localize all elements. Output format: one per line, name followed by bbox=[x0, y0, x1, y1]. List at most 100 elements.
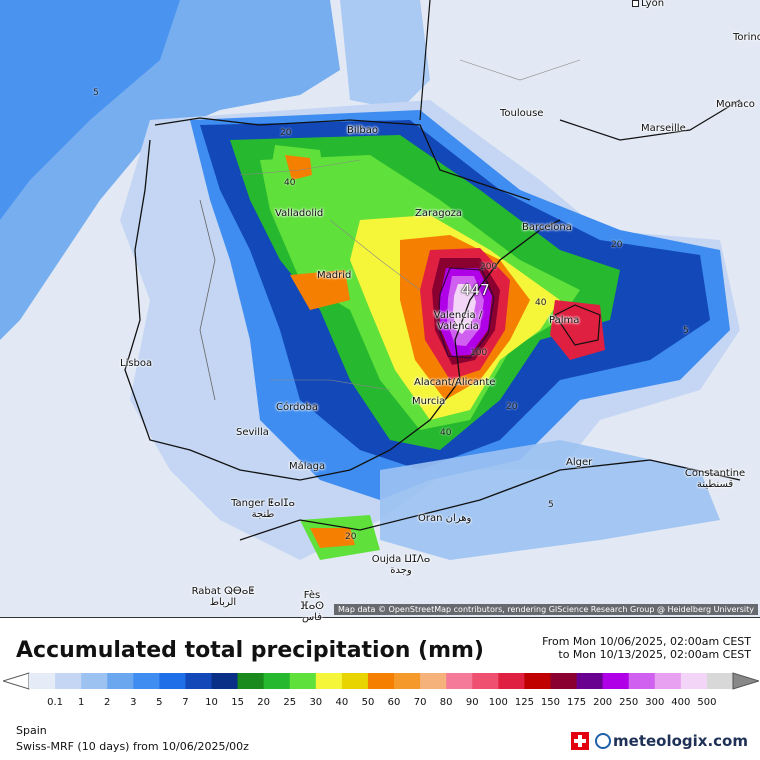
legend-swatch bbox=[315, 673, 343, 689]
city-madrid: Madrid bbox=[317, 270, 352, 281]
city-lisboa: Lisboa bbox=[120, 358, 153, 369]
legend-swatch bbox=[81, 673, 108, 689]
legend-swatch bbox=[628, 673, 656, 689]
legend-label: 60 bbox=[387, 697, 401, 708]
legend-label: 15 bbox=[231, 697, 244, 708]
color-legend bbox=[3, 672, 759, 690]
legend-swatch bbox=[706, 673, 734, 689]
legend-label: 150 bbox=[540, 697, 561, 708]
map-attribution: Map data © OpenStreetMap contributors, r… bbox=[334, 604, 758, 615]
contour-label: 20 bbox=[506, 402, 518, 412]
legend-label: 1 bbox=[77, 697, 85, 708]
city-monaco: Monaco bbox=[716, 99, 755, 110]
legend-label: 25 bbox=[283, 697, 297, 708]
legend-swatch bbox=[211, 673, 239, 689]
legend-swatch bbox=[654, 673, 682, 689]
legend-label: 0.1 bbox=[47, 697, 64, 708]
city-lyon: Lyon bbox=[632, 0, 664, 9]
model-label: Swiss-MRF (10 days) from 10/06/2025/00z bbox=[16, 740, 249, 753]
precipitation-map[interactable]: 447 Lyon Torino Monaco Marseille Toulous… bbox=[0, 0, 760, 623]
legend-swatch bbox=[133, 673, 160, 689]
legend-label: 70 bbox=[413, 697, 427, 708]
forecast-period: From Mon 10/06/2025, 02:00am CEST to Mon… bbox=[542, 635, 751, 661]
legend-label: 400 bbox=[671, 697, 691, 708]
meteologix-logo-icon bbox=[595, 733, 612, 749]
legend-swatch bbox=[550, 673, 578, 689]
page-title: Accumulated total precipitation (mm) bbox=[16, 638, 484, 663]
city-cordoba: Córdoba bbox=[276, 402, 318, 413]
max-value-label: 447 bbox=[461, 281, 490, 299]
legend-label: 300 bbox=[645, 697, 665, 708]
contour-label: 5 bbox=[683, 326, 689, 336]
city-palma: Palma bbox=[549, 315, 580, 326]
legend-label: 7 bbox=[182, 697, 189, 708]
legend-swatch bbox=[498, 673, 525, 689]
contour-label: 200 bbox=[480, 262, 498, 272]
legend-label: 50 bbox=[361, 697, 375, 708]
legend-swatch bbox=[107, 673, 134, 689]
legend-swatch bbox=[263, 673, 291, 689]
city-barcelona: Barcelona bbox=[522, 222, 572, 233]
legend-swatch bbox=[185, 673, 213, 689]
city-torino: Torino bbox=[733, 32, 760, 43]
city-valencia: Valencia / València bbox=[433, 310, 483, 332]
period-from: From Mon 10/06/2025, 02:00am CEST bbox=[542, 635, 751, 648]
legend-swatch bbox=[446, 673, 473, 689]
contour-label: 40 bbox=[535, 298, 547, 308]
city-rabat: Rabat ⵕⴱⴰⵟ الرباط bbox=[191, 586, 255, 608]
legend-swatch bbox=[602, 673, 630, 689]
contour-label: 40 bbox=[284, 178, 296, 188]
legend-swatch bbox=[472, 673, 499, 689]
contour-label: 5 bbox=[548, 500, 554, 510]
legend-label: 2 bbox=[104, 697, 111, 708]
legend-swatch bbox=[289, 673, 317, 689]
city-fes: Fès ⴼⴰⵙ فاس bbox=[299, 590, 325, 623]
city-murcia: Murcia bbox=[412, 396, 446, 407]
legend-swatch bbox=[680, 673, 708, 689]
legend-label: 125 bbox=[514, 697, 534, 708]
city-valladolid: Valladolid bbox=[275, 208, 324, 219]
legend-label: 200 bbox=[593, 697, 613, 708]
legend-label: 175 bbox=[567, 697, 587, 708]
swiss-flag-icon bbox=[571, 732, 590, 750]
city-tanger: Tanger ⵟⴰⵏⵊⴰ طنجة bbox=[231, 498, 295, 520]
legend-swatch bbox=[576, 673, 604, 689]
city-oujda: Oujda ⵡⵊⴷⴰ وجدة bbox=[371, 554, 431, 576]
legend-label: 20 bbox=[257, 697, 271, 708]
legend-swatch bbox=[367, 673, 395, 689]
legend-swatch bbox=[55, 673, 82, 689]
legend-swatch bbox=[237, 673, 265, 689]
contour-label: 20 bbox=[611, 240, 623, 250]
legend-label: 500 bbox=[697, 697, 717, 708]
brand-name: meteologix.com bbox=[613, 732, 748, 750]
city-toulouse: Toulouse bbox=[500, 108, 544, 119]
city-sevilla: Sevilla bbox=[236, 427, 269, 438]
contour-label: 40 bbox=[440, 428, 452, 438]
legend-label: 250 bbox=[619, 697, 639, 708]
city-constantine: Constantine قسنطينة bbox=[684, 468, 746, 490]
legend-label: 40 bbox=[335, 697, 349, 708]
legend-label: 10 bbox=[205, 697, 218, 708]
legend-labels: 0.1 1 2 3 5 7 10 15 20 25 30 40 50 60 70 80 90 100 125 150 1… bbox=[0, 697, 760, 709]
legend-label: 80 bbox=[439, 697, 453, 708]
contour-label: 20 bbox=[280, 128, 292, 138]
legend-label: 3 bbox=[130, 697, 137, 708]
period-to: to Mon 10/13/2025, 02:00am CEST bbox=[558, 648, 751, 661]
legend-swatch bbox=[29, 673, 56, 689]
city-bilbao: Bilbao bbox=[347, 125, 379, 136]
contour-label: 5 bbox=[93, 88, 99, 98]
brand-logo[interactable]: meteologix.com bbox=[571, 731, 748, 751]
city-malaga: Málaga bbox=[289, 461, 326, 472]
legend-swatch bbox=[394, 673, 421, 689]
legend-arrow-low bbox=[3, 672, 30, 690]
legend-swatch bbox=[524, 673, 551, 689]
legend-label: 30 bbox=[309, 697, 323, 708]
legend-arrow-high bbox=[732, 672, 759, 690]
legend-label: 5 bbox=[156, 697, 163, 708]
legend-label: 100 bbox=[488, 697, 508, 708]
map-layer bbox=[0, 0, 741, 560]
legend-swatch bbox=[159, 673, 186, 689]
city-alicante: Alacant/Alicante bbox=[414, 377, 496, 388]
city-zaragoza: Zaragoza bbox=[415, 208, 463, 219]
contour-label: 20 bbox=[345, 532, 357, 542]
